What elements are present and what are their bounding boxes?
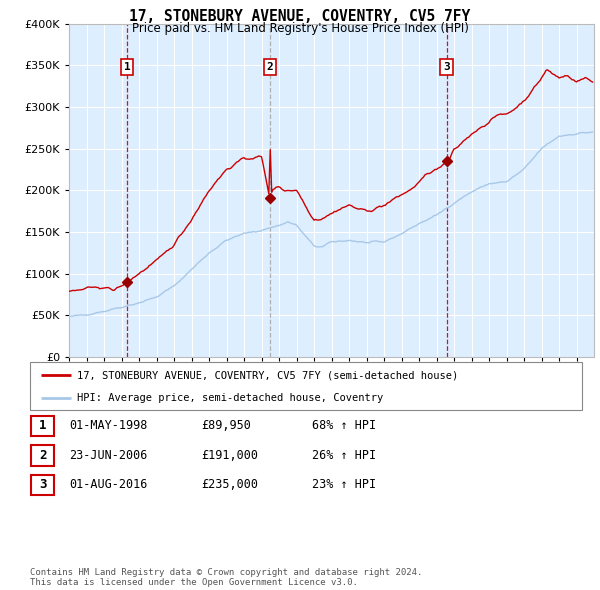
Text: £191,000: £191,000	[201, 449, 258, 462]
Text: Price paid vs. HM Land Registry's House Price Index (HPI): Price paid vs. HM Land Registry's House …	[131, 22, 469, 35]
Text: 1: 1	[39, 419, 46, 432]
Text: Contains HM Land Registry data © Crown copyright and database right 2024.
This d: Contains HM Land Registry data © Crown c…	[30, 568, 422, 587]
Text: 1: 1	[124, 62, 131, 72]
Text: 2: 2	[266, 62, 273, 72]
Text: HPI: Average price, semi-detached house, Coventry: HPI: Average price, semi-detached house,…	[77, 393, 383, 403]
Text: £89,950: £89,950	[201, 419, 251, 432]
Text: 3: 3	[39, 478, 46, 491]
FancyBboxPatch shape	[31, 416, 54, 436]
Text: 01-AUG-2016: 01-AUG-2016	[69, 478, 148, 491]
Text: 17, STONEBURY AVENUE, COVENTRY, CV5 7FY: 17, STONEBURY AVENUE, COVENTRY, CV5 7FY	[130, 9, 470, 24]
Text: 3: 3	[443, 62, 450, 72]
Text: 2: 2	[39, 449, 46, 462]
Text: 23-JUN-2006: 23-JUN-2006	[69, 449, 148, 462]
Text: 23% ↑ HPI: 23% ↑ HPI	[312, 478, 376, 491]
Text: 68% ↑ HPI: 68% ↑ HPI	[312, 419, 376, 432]
FancyBboxPatch shape	[31, 445, 54, 466]
Text: £235,000: £235,000	[201, 478, 258, 491]
FancyBboxPatch shape	[30, 362, 582, 410]
Text: 17, STONEBURY AVENUE, COVENTRY, CV5 7FY (semi-detached house): 17, STONEBURY AVENUE, COVENTRY, CV5 7FY …	[77, 370, 458, 380]
Text: 26% ↑ HPI: 26% ↑ HPI	[312, 449, 376, 462]
FancyBboxPatch shape	[31, 475, 54, 495]
Text: 01-MAY-1998: 01-MAY-1998	[69, 419, 148, 432]
